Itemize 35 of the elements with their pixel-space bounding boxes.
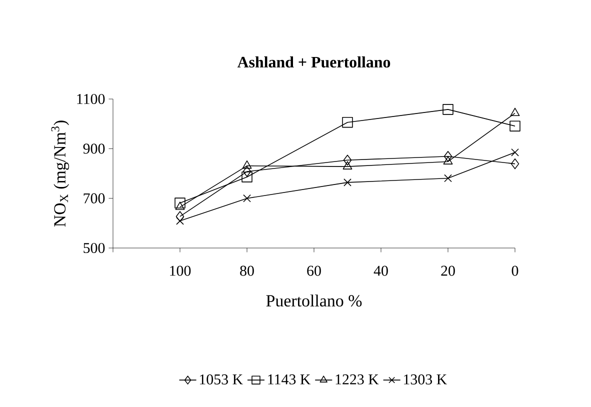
point: [242, 160, 252, 169]
point: [243, 194, 251, 202]
point: [443, 156, 453, 164]
y-axis-title: NO$_{X}$ (mg/Nm$^{3}$): [51, 120, 70, 227]
x-tick-label: 0: [512, 266, 518, 276]
point: [511, 148, 519, 156]
legend-label: 1053 K: [200, 374, 243, 384]
legend-label: 1143 K: [268, 374, 311, 384]
x-axis-title: Puertollano %: [266, 294, 362, 307]
point: [510, 120, 520, 132]
y-tick-label: 500: [84, 242, 105, 254]
point: [342, 116, 353, 128]
x-tick-label: 60: [307, 266, 321, 276]
point: [176, 217, 184, 225]
y-tick-label: 700: [84, 193, 105, 204]
x-tick-label: 20: [441, 266, 455, 276]
point: [510, 108, 520, 116]
y-tick-label: 1100: [77, 94, 105, 104]
legend-label: 1303 K: [404, 374, 447, 384]
point: [344, 178, 352, 186]
point: [176, 211, 184, 222]
y-tick-label: 900: [83, 144, 105, 154]
point: [242, 166, 252, 177]
x-tick-label: 80: [240, 266, 254, 276]
point: [343, 154, 352, 166]
point: [444, 150, 452, 162]
point: [342, 161, 352, 170]
legend-label: 1223 K: [336, 374, 379, 384]
chart-title: Ashland + Puertollano: [237, 56, 390, 68]
point: [444, 174, 452, 182]
x-tick-label: 40: [374, 266, 388, 276]
point: [510, 158, 520, 170]
point: [442, 104, 454, 115]
point: [242, 172, 252, 182]
x-tick-label: 100: [170, 266, 191, 276]
